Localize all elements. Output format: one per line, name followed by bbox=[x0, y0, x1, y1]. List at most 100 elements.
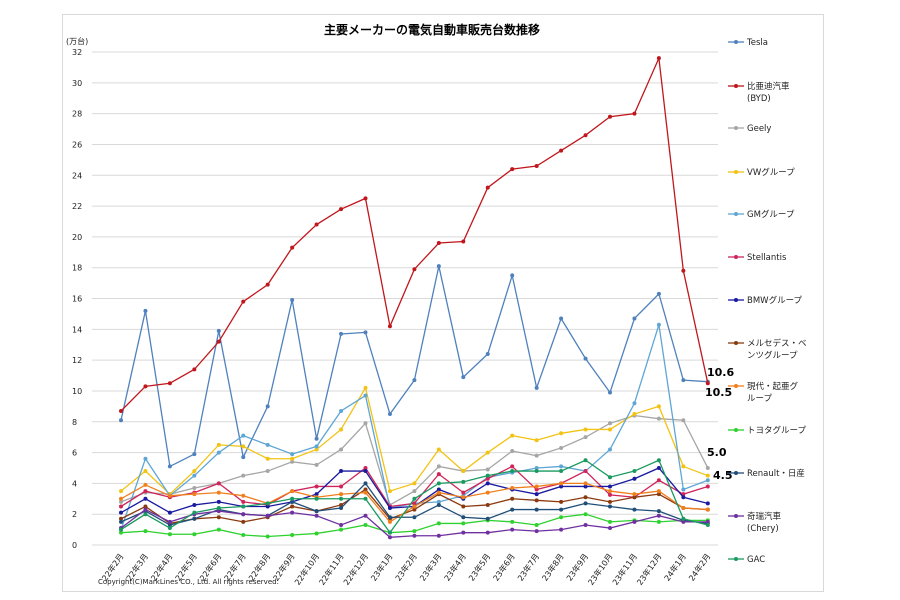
data-point bbox=[314, 462, 319, 467]
data-point bbox=[608, 492, 612, 497]
data-point bbox=[681, 268, 686, 273]
data-point bbox=[192, 367, 197, 372]
data-point bbox=[241, 433, 246, 438]
data-point bbox=[241, 499, 246, 504]
data-point bbox=[363, 330, 368, 335]
data-point bbox=[216, 509, 221, 514]
data-point bbox=[534, 438, 539, 443]
x-tick-label: 23年5月 bbox=[466, 551, 492, 582]
data-point bbox=[167, 519, 172, 524]
data-point bbox=[656, 519, 661, 524]
data-point bbox=[363, 196, 368, 201]
data-point bbox=[705, 522, 710, 527]
legend-swatch-marker bbox=[734, 471, 738, 475]
y-tick-label: 32 bbox=[72, 48, 82, 57]
data-point bbox=[632, 111, 637, 116]
data-point bbox=[241, 532, 246, 537]
data-point bbox=[192, 485, 197, 490]
data-point bbox=[143, 496, 148, 501]
data-point bbox=[583, 522, 588, 527]
data-point bbox=[412, 529, 417, 534]
legend-label: Renault・日産 bbox=[747, 468, 805, 479]
data-point bbox=[412, 501, 417, 506]
legend-label: 現代・起亜グループ bbox=[747, 381, 799, 404]
data-point bbox=[510, 273, 515, 278]
data-point bbox=[681, 464, 686, 469]
data-point bbox=[559, 515, 564, 520]
data-point bbox=[314, 496, 319, 501]
data-point bbox=[583, 501, 588, 506]
data-point bbox=[461, 490, 466, 495]
data-point bbox=[436, 447, 441, 452]
data-point bbox=[705, 519, 710, 524]
data-point bbox=[608, 114, 612, 119]
data-point bbox=[241, 455, 246, 460]
data-point bbox=[143, 512, 148, 517]
data-point bbox=[534, 507, 539, 512]
legend-item: Geely bbox=[728, 124, 771, 134]
data-point bbox=[314, 509, 319, 514]
data-point bbox=[681, 506, 686, 511]
data-point bbox=[339, 469, 344, 474]
x-tick-label: 23年4月 bbox=[442, 551, 468, 582]
data-point bbox=[436, 472, 441, 477]
data-point bbox=[461, 504, 466, 509]
data-point bbox=[167, 522, 172, 527]
y-axis-unit-label: (万台) bbox=[66, 36, 88, 46]
data-point bbox=[510, 519, 515, 524]
data-point bbox=[339, 427, 344, 432]
data-point bbox=[705, 501, 710, 506]
data-point bbox=[143, 507, 148, 512]
data-point bbox=[387, 515, 392, 520]
data-point bbox=[387, 519, 392, 524]
legend-item: トヨタグループ bbox=[728, 425, 806, 436]
data-point bbox=[167, 526, 172, 531]
x-tick-label: 24年1月 bbox=[662, 551, 688, 582]
data-point bbox=[216, 515, 221, 520]
data-point bbox=[510, 449, 515, 454]
data-point bbox=[216, 450, 221, 455]
data-point bbox=[339, 522, 344, 527]
data-point bbox=[608, 489, 612, 494]
series-5 bbox=[119, 464, 710, 509]
data-point bbox=[656, 322, 661, 327]
data-point bbox=[534, 487, 539, 492]
data-point bbox=[314, 447, 319, 452]
data-point bbox=[534, 492, 539, 497]
data-point bbox=[681, 516, 686, 521]
data-point bbox=[436, 487, 441, 492]
legend-item: メルセデス・ベンツグループ bbox=[728, 338, 807, 361]
y-tick-label: 10 bbox=[72, 387, 82, 396]
data-point bbox=[485, 476, 490, 481]
data-point bbox=[119, 516, 123, 521]
data-point bbox=[656, 291, 661, 296]
y-tick-label: 8 bbox=[72, 418, 77, 427]
data-point bbox=[461, 469, 466, 474]
data-point bbox=[608, 447, 612, 452]
data-point bbox=[705, 381, 710, 386]
data-point bbox=[412, 481, 417, 486]
y-tick-label: 24 bbox=[72, 171, 82, 180]
data-point bbox=[681, 378, 686, 383]
annotation-byd-last: 10.5 bbox=[705, 386, 732, 399]
data-point bbox=[559, 481, 564, 486]
legend-swatch-marker bbox=[734, 255, 738, 259]
legend-label: Stellantis bbox=[747, 253, 787, 263]
x-tick-label: 23年3月 bbox=[417, 551, 443, 582]
data-point bbox=[192, 473, 197, 478]
data-point bbox=[656, 492, 661, 497]
data-point bbox=[363, 469, 368, 474]
data-point bbox=[608, 519, 612, 524]
data-point bbox=[216, 506, 221, 511]
data-point bbox=[559, 499, 564, 504]
data-point bbox=[216, 339, 221, 344]
data-point bbox=[265, 442, 270, 447]
data-point bbox=[485, 185, 490, 190]
data-point bbox=[510, 464, 515, 469]
data-point bbox=[241, 512, 246, 517]
data-point bbox=[192, 469, 197, 474]
data-point bbox=[192, 502, 197, 507]
data-point bbox=[559, 148, 564, 153]
data-point bbox=[510, 167, 515, 172]
data-point bbox=[510, 527, 515, 532]
